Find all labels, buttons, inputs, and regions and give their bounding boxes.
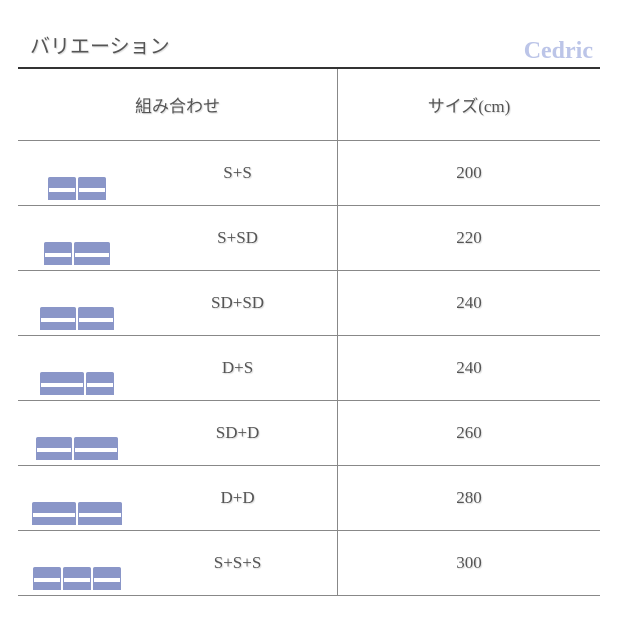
bed-icon (18, 401, 138, 465)
combo-label: S+SD (138, 206, 337, 270)
table-cell-left: S+S+S (18, 531, 338, 595)
size-label: 280 (338, 466, 600, 530)
table-cell-left: S+SD (18, 206, 338, 270)
page-title: バリエーション (30, 30, 593, 59)
table-row: D+D280 (18, 466, 600, 531)
bed-icon (18, 141, 138, 205)
size-label: 260 (338, 401, 600, 465)
table-header-row: 組み合わせ サイズ(cm) (18, 69, 600, 141)
brand-label: Cedric (524, 38, 593, 65)
size-label: 240 (338, 336, 600, 400)
bed-icon (18, 336, 138, 400)
table-cell-left: SD+SD (18, 271, 338, 335)
table-cell-left: D+S (18, 336, 338, 400)
bed-icon (18, 271, 138, 335)
table-row: S+SD220 (18, 206, 600, 271)
table-row: D+S240 (18, 336, 600, 401)
table-header-size: サイズ(cm) (338, 69, 600, 140)
bed-icon (18, 531, 138, 595)
size-label: 200 (338, 141, 600, 205)
combo-label: D+D (138, 466, 337, 530)
table-cell-left: D+D (18, 466, 338, 530)
page-header: バリエーション Cedric (0, 0, 618, 67)
size-label: 220 (338, 206, 600, 270)
combo-label: D+S (138, 336, 337, 400)
bed-icon (18, 466, 138, 530)
combo-label: S+S (138, 141, 337, 205)
table-body: S+S200S+SD220SD+SD240D+S240SD+D260D+D280… (18, 141, 600, 596)
table-cell-left: S+S (18, 141, 338, 205)
table-header-combo: 組み合わせ (18, 69, 338, 140)
table-row: S+S+S300 (18, 531, 600, 596)
combo-label: SD+SD (138, 271, 337, 335)
table-row: SD+D260 (18, 401, 600, 466)
combo-label: SD+D (138, 401, 337, 465)
combo-label: S+S+S (138, 531, 337, 595)
variation-table: 組み合わせ サイズ(cm) S+S200S+SD220SD+SD240D+S24… (18, 69, 600, 596)
table-row: SD+SD240 (18, 271, 600, 336)
table-row: S+S200 (18, 141, 600, 206)
size-label: 240 (338, 271, 600, 335)
table-cell-left: SD+D (18, 401, 338, 465)
size-label: 300 (338, 531, 600, 595)
bed-icon (18, 206, 138, 270)
